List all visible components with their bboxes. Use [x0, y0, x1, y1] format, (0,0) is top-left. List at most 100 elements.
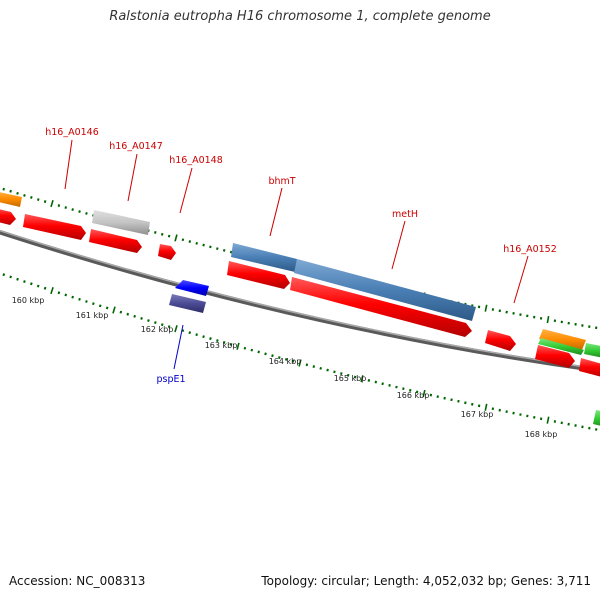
outer-minor-tick — [216, 247, 219, 251]
inner-minor-tick — [119, 310, 123, 314]
inner-minor-tick — [326, 368, 329, 372]
cds-arrow-h16-a0146[interactable] — [23, 214, 86, 240]
outer-minor-tick — [188, 240, 192, 243]
inner-minor-tick — [250, 348, 254, 352]
inner-major-tick — [422, 389, 426, 398]
inner-minor-tick — [78, 297, 81, 301]
inner-tick-track — [2, 273, 598, 431]
inner-minor-tick — [367, 378, 371, 382]
gene-label-metH[interactable]: metH — [392, 209, 418, 220]
genome-summary: Topology: circular; Length: 4,052,032 bp… — [261, 574, 591, 588]
cds-arrow-h16-a0148[interactable] — [158, 244, 176, 260]
inner-minor-tick — [340, 372, 343, 376]
outer-major-tick — [546, 315, 550, 324]
chromosome-backbone — [0, 229, 600, 373]
inner-minor-tick — [126, 312, 130, 316]
gray-feature-h16-a0147[interactable] — [92, 210, 150, 235]
green-feature-right[interactable] — [538, 338, 584, 355]
inner-minor-tick — [567, 422, 570, 426]
inner-minor-tick — [374, 380, 378, 384]
inner-major-tick — [298, 359, 302, 367]
inner-minor-tick — [222, 341, 226, 344]
tick-label-168: 168 kbp — [525, 430, 558, 439]
inner-minor-tick — [154, 321, 157, 324]
inner-minor-tick — [436, 395, 439, 399]
cds-arrow-pspE1[interactable] — [175, 280, 209, 296]
inner-minor-tick — [381, 382, 384, 386]
gene-label-h16-a0148[interactable]: h16_A0148 — [169, 155, 223, 166]
inner-minor-tick — [264, 352, 267, 356]
outer-minor-tick — [209, 245, 212, 249]
cds-arrow[interactable] — [0, 208, 16, 225]
inner-minor-tick — [160, 323, 164, 327]
outer-minor-tick — [30, 196, 33, 199]
inner-minor-tick — [195, 333, 198, 337]
navy-feature-pspE1[interactable] — [169, 294, 206, 313]
outer-minor-tick — [57, 204, 61, 207]
gene-label-h16-a0146[interactable]: h16_A0146 — [45, 127, 99, 138]
orange-feature-right[interactable] — [539, 329, 586, 350]
gene-label-bhmT[interactable]: bhmT — [268, 176, 295, 187]
feature-track-outer — [0, 191, 600, 358]
outer-minor-tick — [519, 313, 522, 317]
feature-track-inner — [169, 280, 600, 427]
inner-minor-tick — [105, 306, 109, 310]
gene-label-pspE1[interactable]: pspE1 — [156, 374, 185, 385]
inner-minor-tick — [284, 357, 288, 361]
inner-minor-tick — [188, 331, 192, 335]
inner-minor-tick — [312, 365, 316, 368]
inner-minor-tick — [278, 356, 281, 359]
cds-arrow-h16-a0147[interactable] — [89, 229, 142, 253]
inner-minor-tick — [57, 291, 61, 295]
cds-arrow-h16-a0152[interactable] — [485, 330, 516, 351]
inner-minor-tick — [491, 407, 495, 411]
cds-arrow-bhmT[interactable] — [227, 261, 290, 289]
cds-arrow-edge[interactable] — [579, 358, 600, 378]
inner-minor-tick — [23, 280, 26, 283]
inner-minor-tick — [92, 302, 95, 306]
inner-minor-tick — [319, 366, 322, 370]
cds-arrow-right[interactable] — [535, 345, 575, 368]
blue-feature-bhmT[interactable] — [231, 243, 297, 272]
inner-minor-tick — [388, 383, 391, 387]
inner-minor-tick — [85, 300, 88, 303]
blue-feature-metH[interactable] — [294, 259, 476, 321]
orange-feature[interactable] — [0, 191, 22, 207]
outer-minor-tick — [202, 243, 205, 247]
green-feature-inner-edge[interactable] — [593, 410, 600, 427]
outer-minor-tick — [222, 248, 226, 252]
outer-minor-tick — [9, 189, 12, 193]
inner-minor-tick — [140, 317, 143, 320]
leader-line-h16-a0148 — [179, 167, 193, 214]
inner-major-tick — [546, 416, 550, 424]
inner-minor-tick — [408, 388, 412, 392]
inner-minor-tick — [147, 319, 150, 322]
outer-major-tick — [174, 234, 178, 242]
inner-major-tick — [112, 306, 116, 314]
green-feature-edge[interactable] — [584, 343, 600, 358]
inner-minor-tick — [202, 335, 205, 339]
inner-minor-tick — [216, 339, 219, 342]
gene-label-h16-a0147[interactable]: h16_A0147 — [109, 141, 163, 152]
inner-minor-tick — [457, 399, 460, 403]
inner-minor-tick — [305, 363, 309, 367]
inner-minor-tick — [43, 286, 47, 290]
gene-label-h16-a0152[interactable]: h16_A0152 — [503, 244, 557, 255]
cds-arrow-metH[interactable] — [290, 277, 472, 337]
inner-minor-tick — [64, 293, 68, 297]
inner-minor-tick — [477, 404, 481, 408]
inner-minor-tick — [2, 273, 6, 277]
outer-minor-tick — [2, 187, 6, 191]
leader-line-h16-a0147 — [127, 153, 138, 202]
tick-label-161: 161 kbp — [76, 311, 109, 320]
inner-minor-tick — [505, 410, 508, 414]
inner-minor-tick — [464, 401, 467, 405]
accession-info: Accession: NC_008313 — [9, 574, 146, 588]
outer-minor-tick — [23, 194, 26, 197]
tick-label-162: 162 kbp — [141, 325, 174, 334]
inner-minor-tick — [526, 414, 529, 418]
inner-minor-tick — [471, 402, 474, 406]
outer-minor-tick — [160, 232, 164, 236]
inner-minor-tick — [16, 277, 19, 281]
